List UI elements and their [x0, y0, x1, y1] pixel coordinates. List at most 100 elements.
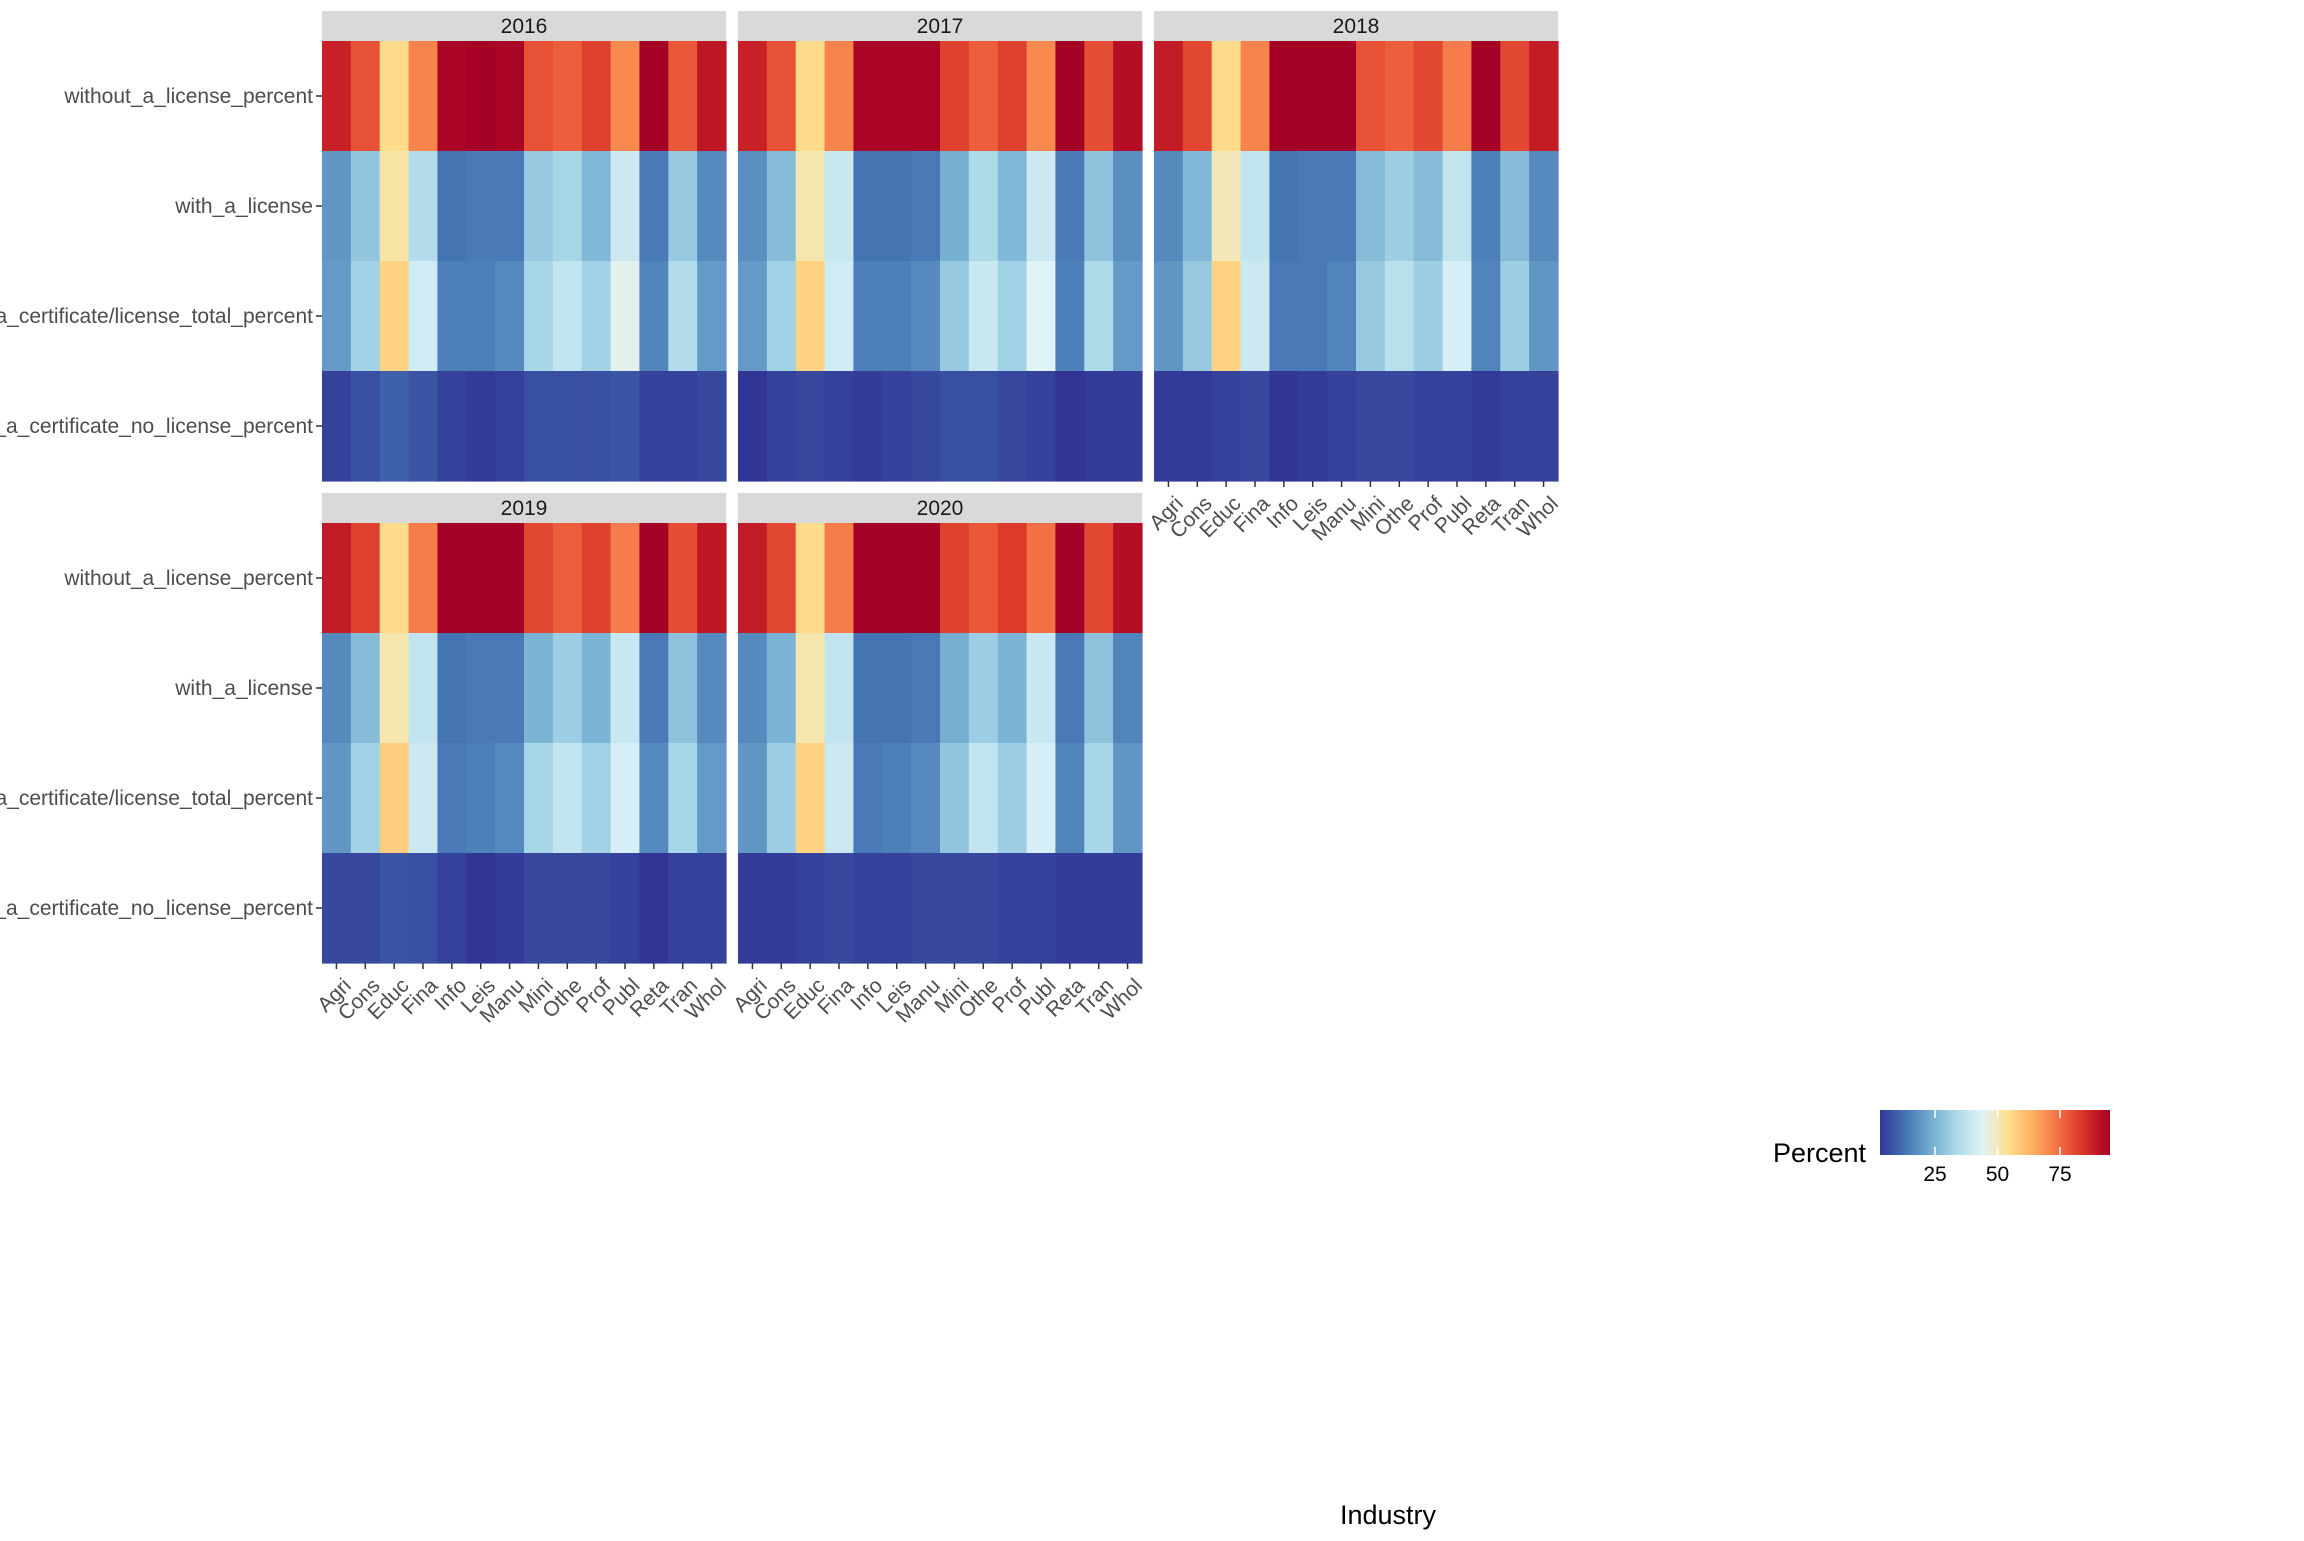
row-label: with_a_license — [174, 677, 313, 700]
facet-strip-label: 2019 — [501, 497, 548, 520]
heatmap-cell — [882, 853, 912, 964]
heatmap-cell — [552, 853, 583, 964]
heatmap-cell — [1084, 151, 1114, 262]
heatmap-cell — [997, 261, 1028, 372]
heatmap-cell — [1471, 261, 1501, 372]
heatmap-cell — [524, 633, 554, 744]
heatmap-cell — [322, 261, 352, 372]
heatmap-cell — [322, 853, 352, 964]
legend-ticks: 25 50 75 — [1923, 1110, 2072, 1186]
heatmap-cell — [1356, 261, 1386, 372]
heatmap-cell — [1327, 371, 1357, 482]
heatmap-cell — [1113, 523, 1143, 634]
heatmap-cell — [1442, 151, 1473, 262]
heatmap-cell — [552, 633, 583, 744]
heatmap-cell — [697, 853, 727, 964]
heatmap-cell — [882, 41, 912, 152]
heatmap-cell — [379, 633, 410, 744]
heatmap-cell — [968, 853, 999, 964]
heatmap-cell — [639, 743, 669, 854]
heatmap-cell — [322, 41, 352, 152]
heatmap-cell — [466, 371, 496, 482]
heatmap-cell — [911, 261, 941, 372]
heatmap-cell — [911, 371, 941, 482]
heatmap-cell — [610, 853, 641, 964]
heatmap-cell — [1084, 371, 1114, 482]
heatmap-cell — [1442, 261, 1473, 372]
heatmap-cell — [1298, 41, 1328, 152]
heatmap-cell — [1084, 41, 1114, 152]
heatmap-cell — [968, 633, 999, 744]
heatmap-cell — [1298, 261, 1328, 372]
heatmap-cell — [968, 371, 999, 482]
heatmap-cell — [911, 853, 941, 964]
heatmap-cell — [1084, 853, 1114, 964]
heatmap-cell — [1055, 743, 1085, 854]
heatmap-cell — [1327, 41, 1357, 152]
heatmap-cell — [766, 523, 797, 634]
heatmap-cell — [552, 261, 583, 372]
color-legend: Percent 25 50 75 — [1773, 1110, 2110, 1186]
heatmap-cell — [350, 523, 381, 634]
heatmap-cell — [697, 261, 727, 372]
heatmap-cell — [668, 633, 698, 744]
heatmap-cell — [1413, 371, 1444, 482]
heatmap-cell — [581, 853, 612, 964]
heatmap-cell — [1211, 261, 1242, 372]
heatmap-cell — [968, 743, 999, 854]
heatmap-cell — [1055, 371, 1085, 482]
heatmap-cell — [697, 41, 727, 152]
heatmap-cell — [1500, 261, 1530, 372]
heatmap-cell — [668, 151, 698, 262]
facet-strip — [322, 11, 726, 41]
heatmap-cell — [552, 523, 583, 634]
heatmap-cell — [437, 371, 467, 482]
heatmap-cell — [738, 151, 768, 262]
heatmap-cell — [1298, 151, 1328, 262]
heatmap-cell — [552, 151, 583, 262]
heatmap-cell — [466, 633, 496, 744]
heatmap-cell — [1026, 853, 1057, 964]
heatmap-cell — [882, 151, 912, 262]
heatmap-cell — [1269, 371, 1299, 482]
heatmap-cell — [610, 743, 641, 854]
heatmap-cell — [610, 41, 641, 152]
heatmap-cell — [1529, 261, 1559, 372]
heatmap-cell — [1055, 151, 1085, 262]
heatmap-cell — [1269, 151, 1299, 262]
heatmap-cell — [466, 853, 496, 964]
facet-panel-2020: 2020 — [738, 493, 1143, 964]
heatmap-cell — [853, 743, 883, 854]
heatmap-cell — [668, 853, 698, 964]
heatmap-cell — [1356, 41, 1386, 152]
heatmap-cell — [997, 743, 1028, 854]
heatmap-cell — [495, 371, 525, 482]
heatmap-cell — [1182, 371, 1213, 482]
heatmap-cell — [1384, 371, 1415, 482]
heatmap-cell — [1113, 633, 1143, 744]
row-label: without_a_license_percent — [63, 85, 313, 108]
heatmap-cell — [738, 523, 768, 634]
heatmap-cell — [795, 41, 826, 152]
heatmap-cell — [1182, 151, 1213, 262]
heatmap-cell — [766, 151, 797, 262]
heatmap-cell — [968, 523, 999, 634]
heatmap-cell — [379, 41, 410, 152]
legend-colorbar — [1880, 1110, 2110, 1155]
heatmap-cell — [911, 41, 941, 152]
heatmap-cell — [322, 743, 352, 854]
heatmap-cell — [524, 743, 554, 854]
heatmap-cell — [1298, 371, 1328, 482]
heatmap-cell — [1211, 371, 1242, 482]
heatmap-cell — [610, 261, 641, 372]
heatmap-cell — [350, 41, 381, 152]
heatmap-cell — [1182, 261, 1213, 372]
row-label: with_a_certificate_no_license_percent — [0, 897, 313, 920]
heatmap-cell — [495, 151, 525, 262]
facet-strip — [1154, 11, 1558, 41]
heatmap-cell — [997, 853, 1028, 964]
heatmap-cell — [1113, 371, 1143, 482]
heatmap-cell — [940, 523, 970, 634]
heatmap-cell — [524, 261, 554, 372]
